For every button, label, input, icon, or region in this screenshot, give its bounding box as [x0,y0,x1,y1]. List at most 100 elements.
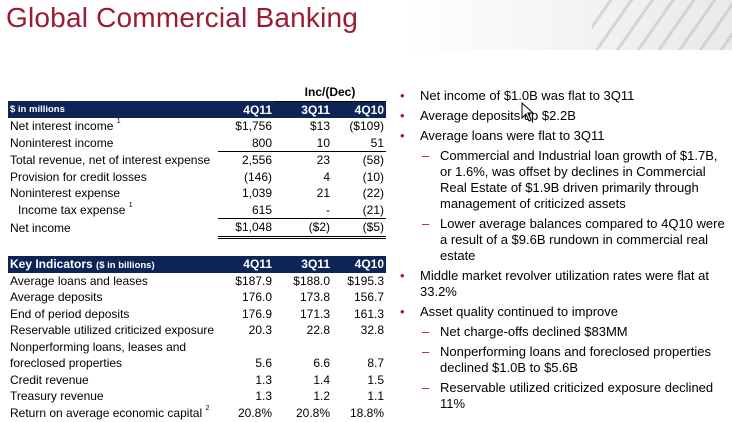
table-row: Net income $1,048 ($2) ($5) [8,218,386,239]
row-label: Net income [10,220,71,235]
table-cell: - [274,201,332,219]
row-label: Noninterest expense [10,186,121,201]
col-header-3q11: 3Q11 [274,256,332,273]
table-cell: 20.8% [237,405,272,420]
table-cell: 32.8 [360,323,384,338]
table-cell: (22) [362,186,384,201]
col-header-4q11: 4Q11 [218,256,274,273]
table-cell: (21) [332,201,386,219]
col-header-4q10: 4Q10 [332,256,386,273]
table-cell: 156.7 [353,290,384,305]
table-cell: $195.3 [347,273,384,288]
table-header-row: $ in millions 4Q11 3Q11 4Q10 [8,101,386,118]
table-row: Treasury revenue 1.3 1.2 1.1 [8,388,386,405]
row-label: Average loans and leases [10,273,148,288]
slide-header: Global Commercial Banking [0,0,732,50]
row-label: Credit revenue [10,372,89,387]
table-cell: ($5) [332,218,386,239]
table-row: foreclosed properties 5.6 6.6 8.7 [8,355,386,372]
row-label: Provision for credit losses [10,169,147,184]
mouse-pointer-icon [521,102,535,122]
row-label: Return on average economic capital [10,405,203,420]
table-cell: $1,048 [218,218,274,239]
table-cell: $13 [309,119,330,134]
table-cell: $187.9 [235,273,272,288]
table-cell: (10) [362,169,384,184]
table-cell: $1,756 [235,119,272,134]
table-row: Noninterest expense 1,039 21 (22) [8,185,386,202]
footnote-marker: 1 [116,118,121,126]
table-row: Net interest income 1 $1,756 $13 ($109) [8,118,386,135]
table-row: Average loans and leases $187.9 $188.0 $… [8,273,386,290]
footnote-marker: 2 [205,404,210,412]
row-label: Reservable utilized criticized exposure [10,323,215,338]
table-row: End of period deposits 176.9 171.3 161.3 [8,306,386,323]
table-cell: 20.8% [295,405,330,420]
sub-bullet-item: Reservable utilized criticized exposure … [398,380,728,412]
row-label: Income tax expense [18,203,126,217]
table-cell: 173.8 [299,290,330,305]
table-cell: 6.6 [313,356,330,371]
row-label: Treasury revenue [10,389,104,404]
units-header: $ in millions [8,101,218,118]
table-group-header: Inc/(Dec) [8,84,386,102]
bullet-item: Average deposits up $2.2B [398,108,728,124]
row-label: Noninterest income [10,136,114,150]
table-cell: (146) [243,169,272,184]
table-cell: $188.0 [293,273,330,288]
sub-bullet-item: Net charge-offs declined $83MM [398,324,728,340]
col-header-4q11: 4Q11 [218,101,274,118]
financial-summary-table: Inc/(Dec) $ in millions 4Q11 3Q11 4Q10 N… [8,84,386,239]
col-header-3q11: 3Q11 [274,101,332,118]
table-cell: ($2) [274,218,332,239]
table-header-row: Key Indicators ($ in billions) 4Q11 3Q11… [8,256,386,273]
sub-bullet-item: Nonperforming loans and foreclosed prope… [398,344,728,376]
table-cell: 8.7 [367,356,384,371]
table-row: Provision for credit losses (146) 4 (10) [8,169,386,186]
table-cell: 51 [332,134,386,152]
bullet-item: Middle market revolver utilization rates… [398,268,728,300]
table-cell: 21 [316,186,330,201]
commentary-bullets: Net income of $1.0B was flat to 3Q11 Ave… [398,88,728,416]
table-cell: 176.0 [241,290,272,305]
table-cell: 5.6 [255,356,272,371]
page-title: Global Commercial Banking [6,2,359,33]
inc-dec-header: Inc/(Dec) [274,84,386,102]
col-header-4q10: 4Q10 [332,101,386,118]
row-label: Net interest income [10,119,114,134]
key-indicators-title: Key Indicators [10,257,93,272]
table-cell: 18.8% [349,405,384,420]
table-cell: 10 [274,134,332,152]
key-indicators-table: Key Indicators ($ in billions) 4Q11 3Q11… [8,256,386,421]
table-cell: 22.8 [306,323,330,338]
table-row: Reservable utilized criticized exposure … [8,322,386,339]
row-label: Average deposits [10,290,103,305]
table-cell: 1.3 [255,372,272,387]
table-cell: 176.9 [241,306,272,321]
table-cell: 4 [323,169,330,184]
header-decoration [592,0,732,50]
table-cell: 23 [316,153,330,168]
row-label: foreclosed properties [10,356,123,371]
table-cell: 2,556 [241,153,272,168]
table-cell: 1,039 [241,186,272,201]
table-row: Return on average economic capital 2 20.… [8,405,386,422]
bullet-item: Asset quality continued to improve [398,304,728,320]
table-cell: 1.4 [313,372,330,387]
table-row: Income tax expense 1 615 - (21) [8,201,386,219]
row-label: Total revenue, net of interest expense [10,153,211,167]
table-cell: ($109) [349,119,384,134]
table-cell: 1.5 [367,372,384,387]
row-label: Nonperforming loans, leases and [10,339,187,354]
table-cell: 800 [218,134,274,152]
table-row: Credit revenue 1.3 1.4 1.5 [8,372,386,389]
table-row: Nonperforming loans, leases and [8,339,386,356]
sub-bullet-item: Commercial and Industrial loan growth of… [398,148,728,212]
table-cell: 1.3 [255,389,272,404]
bullet-item: Average loans were flat to 3Q11 [398,128,728,144]
table-cell: 20.3 [248,323,272,338]
table-row: Noninterest income 800 10 51 [8,134,386,152]
table-cell: 1.2 [313,389,330,404]
sub-bullet-item: Lower average balances compared to 4Q10 … [398,216,728,264]
table-cell: 1.1 [367,389,384,404]
